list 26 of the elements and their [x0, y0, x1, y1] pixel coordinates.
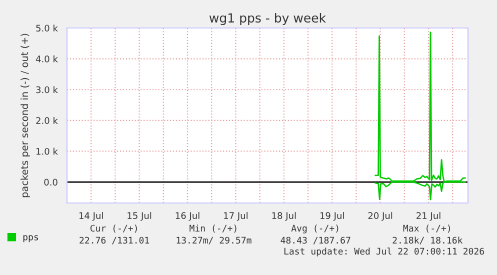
legend-label: pps: [23, 235, 38, 242]
x-tick-label: 17 Jul: [224, 212, 248, 221]
text: 13.27m/ 29.57m: [176, 236, 252, 244]
y-tick-label: 3.0 k: [36, 86, 58, 94]
y-tick-label: 1.0 k: [36, 148, 58, 155]
chart-title: wg1 pps - by week: [209, 12, 326, 26]
y-tick-label: 4.0 k: [36, 55, 58, 62]
text: Cur (-/+): [90, 224, 137, 233]
x-tick-label: 19 Jul: [320, 212, 344, 221]
text: Last update: Wed Jul 22 07:00:11 2026: [284, 248, 484, 256]
y-tick-label: 5.0 k: [36, 24, 58, 32]
x-tick-label: 20 Jul: [368, 212, 392, 221]
text: 2.18k/ 18.16k: [392, 236, 463, 244]
text: Avg (-/+): [291, 224, 338, 234]
text: 22.76 /131.01: [80, 236, 150, 244]
text: Max (-/+): [403, 224, 450, 233]
y-tick-label: 2.0 k: [36, 117, 58, 124]
x-tick-label: 15 Jul: [128, 212, 152, 221]
text: 48.43 /187.67: [280, 236, 350, 244]
x-tick-label: 21 Jul: [416, 212, 440, 221]
x-tick-label: 18 Jul: [272, 212, 296, 221]
x-tick-label: 14 Jul: [79, 212, 103, 221]
x-tick-label: 16 Jul: [176, 212, 200, 221]
y-tick-label: 0.0: [44, 178, 58, 186]
y-axis-title: packets per second in (-) / out (+): [20, 34, 30, 198]
text: Min (-/+): [190, 224, 236, 233]
